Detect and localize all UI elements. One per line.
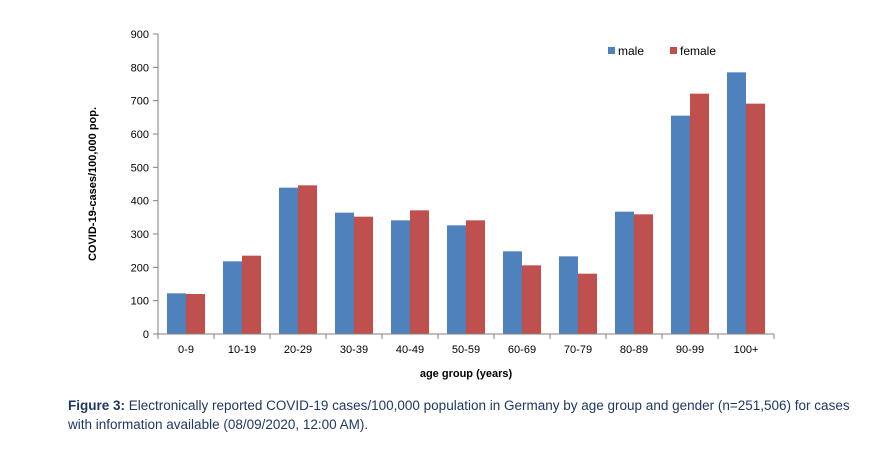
bar-male-60-69 (503, 251, 522, 334)
legend-swatch-female (670, 47, 677, 54)
y-axis-label: COVID-19-cases/100,000 pop. (87, 107, 99, 261)
y-tick-label: 200 (131, 262, 149, 274)
x-tick-label: 20-29 (284, 344, 312, 356)
bar-chart: 0 100 200 300 400 500 600 700 800 900 0-9 10-19 20-… (87, 29, 775, 380)
bar-male-100+ (727, 72, 746, 334)
bar-female-30-39 (354, 216, 373, 334)
figure-caption: Figure 3: Electronically reported COVID-… (68, 396, 858, 434)
x-axis-label: age group (years) (420, 368, 513, 380)
y-tick-label: 700 (131, 96, 149, 108)
x-tick-label: 60-69 (508, 344, 536, 356)
bar-male-90-99 (671, 115, 690, 335)
x-tick-label: 10-19 (228, 344, 256, 356)
bar-male-0-9 (167, 293, 186, 334)
legend-label-male: male (618, 44, 644, 58)
bar-female-40-49 (410, 210, 429, 334)
bar-female-0-9 (186, 294, 205, 334)
y-tick-label: 300 (131, 229, 149, 241)
bar-female-80-89 (634, 214, 653, 334)
y-axis-ticks: 0 100 200 300 400 500 600 700 800 900 (131, 29, 158, 341)
y-tick-label: 900 (131, 29, 149, 41)
y-tick-label: 500 (131, 162, 149, 174)
bar-female-90-99 (690, 93, 709, 335)
bar-male-70-79 (559, 256, 578, 334)
legend-swatch-male (608, 47, 615, 54)
bar-male-30-39 (335, 212, 354, 334)
y-tick-label: 400 (131, 196, 149, 208)
y-tick-label: 100 (131, 296, 149, 308)
x-tick-label: 100+ (734, 344, 759, 356)
x-tick-label: 90-99 (676, 344, 704, 356)
bar-female-20-29 (298, 185, 317, 334)
x-tick-label: 30-39 (340, 344, 368, 356)
x-tick-label: 0-9 (178, 344, 194, 356)
x-tick-label: 50-59 (452, 344, 480, 356)
bar-female-100+ (746, 103, 765, 335)
caption-label: Figure 3: (68, 398, 126, 413)
legend-label-female: female (680, 44, 716, 58)
bar-male-40-49 (391, 220, 410, 334)
bar-male-80-89 (615, 211, 634, 334)
bar-male-50-59 (447, 225, 466, 334)
x-tick-label: 80-89 (620, 344, 648, 356)
x-tick-label: 40-49 (396, 344, 424, 356)
y-tick-label: 0 (143, 329, 149, 341)
bar-female-70-79 (578, 273, 597, 334)
caption-text: Electronically reported COVID-19 cases/1… (68, 398, 850, 432)
y-tick-label: 600 (131, 129, 149, 141)
bar-female-10-19 (242, 255, 261, 334)
x-axis-ticks: 0-9 10-19 20-29 30-39 40-49 50-59 60-69 70-79 80… (157, 334, 775, 356)
bar-male-10-19 (223, 261, 242, 334)
y-tick-label: 800 (131, 62, 149, 74)
legend: male female (608, 44, 716, 58)
bars (167, 72, 765, 335)
bar-male-20-29 (279, 187, 298, 334)
bar-female-50-59 (466, 220, 485, 334)
x-tick-label: 70-79 (564, 344, 592, 356)
bar-female-60-69 (522, 265, 541, 334)
